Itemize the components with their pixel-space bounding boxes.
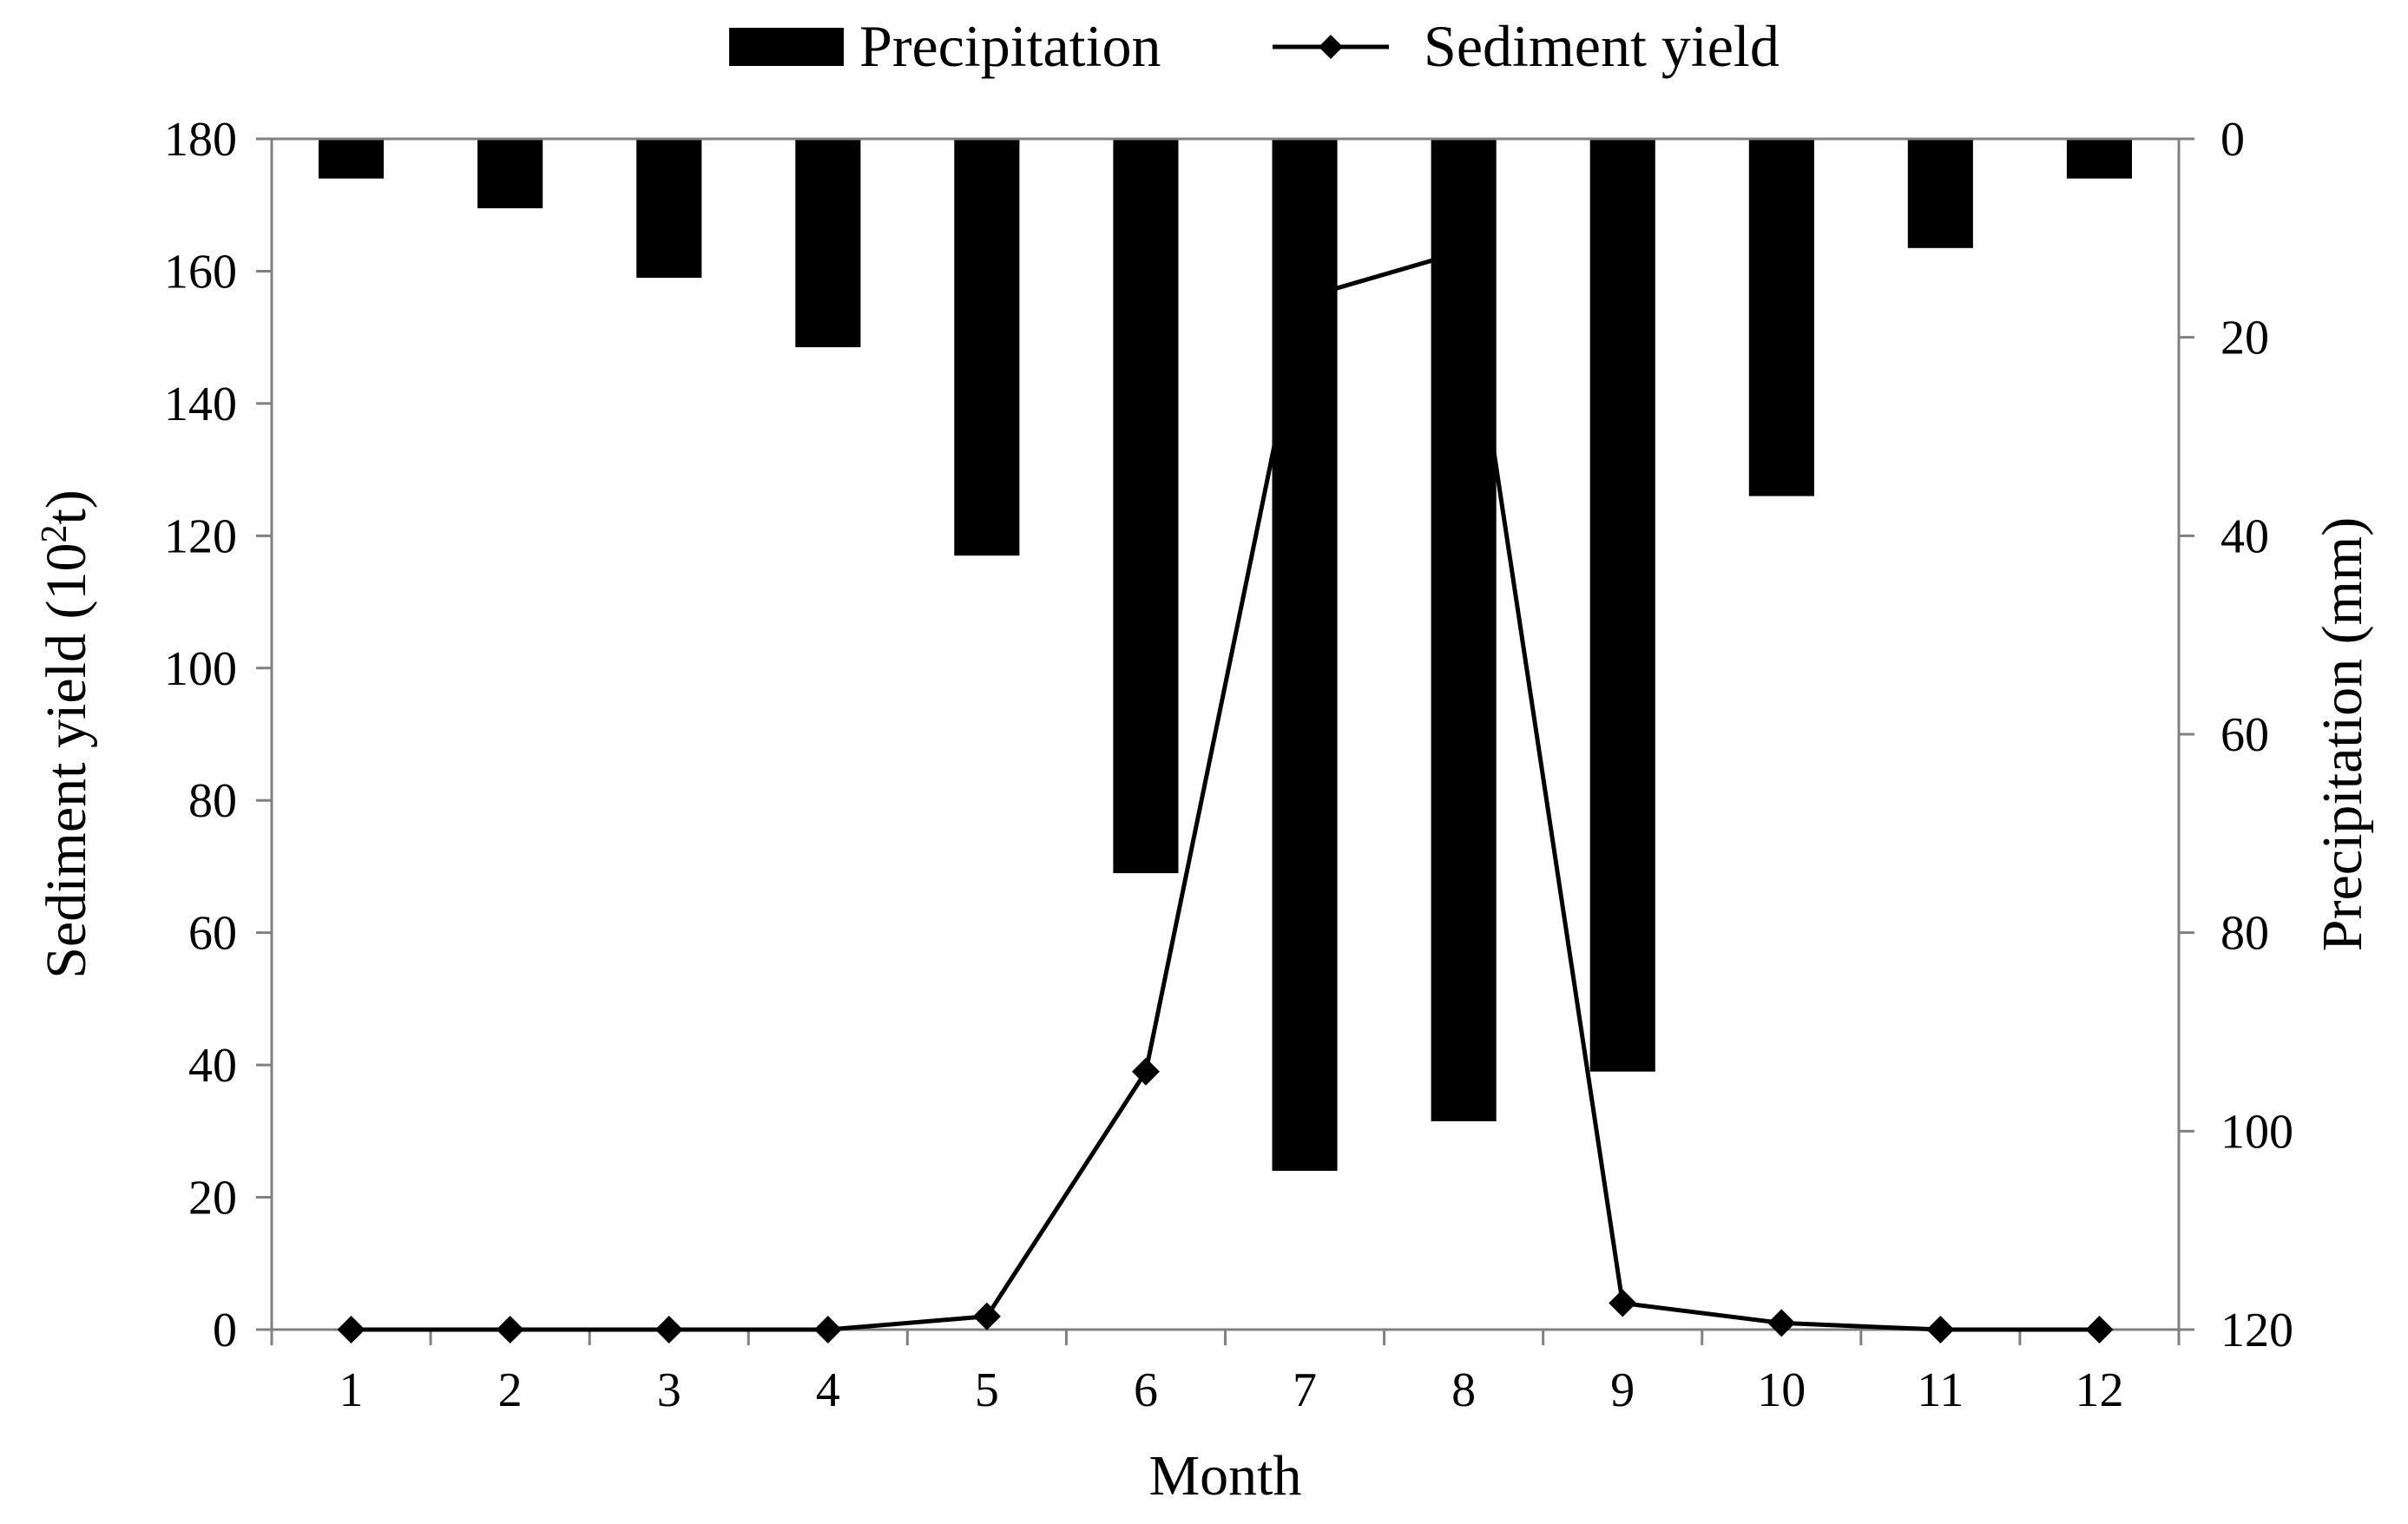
precipitation-bar-8 <box>1431 139 1497 1121</box>
x-tick-label-8: 8 <box>1451 1363 1476 1417</box>
x-tick-label-5: 5 <box>975 1363 999 1417</box>
sediment-yield-point-4 <box>813 1316 842 1343</box>
x-axis-title: Month <box>1148 1444 1301 1508</box>
precipitation-bar-5 <box>954 139 1020 556</box>
right-y-tick-label: 20 <box>2220 312 2269 365</box>
left-y-axis-title: Sediment yield (102t) <box>35 489 98 979</box>
x-tick-label-1: 1 <box>339 1363 364 1417</box>
left-y-tick-label: 40 <box>188 1039 237 1093</box>
sediment-yield-point-9 <box>1609 1289 1637 1317</box>
legend-swatch-sediment-yield-marker <box>1319 35 1343 59</box>
right-y-tick-label: 60 <box>2220 708 2269 762</box>
left-y-tick-label: 160 <box>164 245 237 299</box>
right-y-tick-label: 0 <box>2220 113 2245 167</box>
left-y-tick-label: 120 <box>164 509 237 563</box>
sediment-yield-line-group <box>337 249 2114 1343</box>
left-y-axis-title-superscript: 2 <box>35 525 75 543</box>
precipitation-bar-2 <box>477 139 543 208</box>
legend-swatch-precipitation <box>729 28 844 66</box>
axis-titles: Month Sediment yield (102t) Precipitatio… <box>35 489 2374 1508</box>
left-y-tick-label: 60 <box>188 907 237 961</box>
right-y-tick-label: 80 <box>2220 907 2269 961</box>
sediment-yield-point-11 <box>1926 1316 1955 1343</box>
legend-label-sediment-yield: Sediment yield <box>1424 13 1780 79</box>
right-y-tick-label: 120 <box>2220 1304 2293 1357</box>
left-y-tick-label: 20 <box>188 1172 237 1225</box>
chart-axes <box>256 137 2194 1345</box>
left-y-tick-label: 140 <box>164 378 237 431</box>
precipitation-bar-7 <box>1272 139 1338 1172</box>
precipitation-bar-11 <box>1907 139 1973 248</box>
precipitation-bar-4 <box>795 139 861 348</box>
left-y-tick-label: 180 <box>164 113 237 167</box>
x-tick-label-7: 7 <box>1293 1363 1317 1417</box>
sediment-yield-point-3 <box>655 1316 683 1343</box>
sediment-yield-point-2 <box>496 1316 524 1343</box>
right-y-tick-label: 100 <box>2220 1105 2293 1159</box>
x-tick-label-4: 4 <box>816 1363 840 1417</box>
sediment-yield-line <box>351 249 2100 1332</box>
sediment-yield-point-10 <box>1767 1309 1796 1337</box>
sediment-yield-point-6 <box>1131 1057 1160 1086</box>
left-y-axis-title-unit: t) <box>35 489 98 524</box>
precipitation-bar-9 <box>1589 139 1655 1072</box>
left-y-axis-title-main: Sediment yield (10 <box>35 543 98 979</box>
x-tick-label-10: 10 <box>1757 1363 1806 1417</box>
sediment-yield-point-5 <box>972 1302 1001 1330</box>
precipitation-bar-12 <box>2066 139 2132 179</box>
x-tick-label-9: 9 <box>1610 1363 1635 1417</box>
right-y-tick-label: 40 <box>2220 509 2269 563</box>
tick-labels: 0 20 40 60 80 100 120 140 160 180 0 20 40 60 80 100 120 1… <box>164 113 2293 1417</box>
legend: Precipitation Sediment yield <box>729 13 1780 79</box>
x-tick-label-3: 3 <box>657 1363 681 1417</box>
precipitation-bar-1 <box>319 139 385 179</box>
left-y-tick-label: 0 <box>213 1304 237 1357</box>
precipitation-bar-10 <box>1748 139 1814 496</box>
precipitation-bar-6 <box>1113 139 1179 874</box>
x-tick-label-11: 11 <box>1917 1363 1964 1417</box>
precipitation-bar-3 <box>636 139 702 279</box>
x-tick-label-6: 6 <box>1134 1363 1158 1417</box>
x-tick-label-12: 12 <box>2075 1363 2123 1417</box>
sediment-yield-point-1 <box>337 1316 365 1343</box>
x-tick-label-2: 2 <box>498 1363 523 1417</box>
left-y-tick-label: 80 <box>188 774 237 828</box>
legend-label-precipitation: Precipitation <box>859 13 1161 79</box>
precipitation-bars <box>319 139 2132 1172</box>
sediment-yield-point-12 <box>2085 1316 2114 1343</box>
right-y-axis-title: Precipitation (mm) <box>2311 517 2374 951</box>
left-y-tick-label: 100 <box>164 642 237 696</box>
